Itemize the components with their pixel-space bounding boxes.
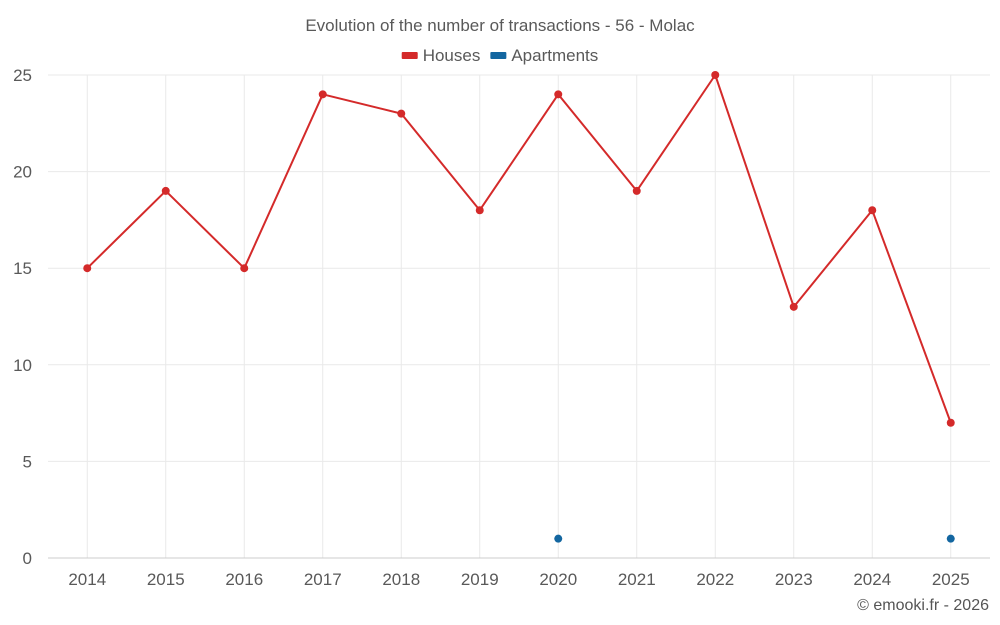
- series-houses: [83, 71, 955, 427]
- data-point-houses-2014[interactable]: [83, 264, 92, 273]
- data-point-houses-2016[interactable]: [240, 264, 249, 273]
- legend-label: Houses: [423, 46, 481, 65]
- y-tick-label: 0: [23, 549, 32, 568]
- legend-swatch: [490, 52, 507, 59]
- vertical-gridlines: [86, 75, 952, 558]
- x-tick-label: 2020: [539, 570, 577, 589]
- x-axis-ticks: 2014 2015 2016 2017 2018 2019 2020 2021 2022 2023…: [68, 570, 969, 589]
- data-point-houses-2023[interactable]: [789, 302, 798, 311]
- legend-item-houses[interactable]: Houses: [401, 46, 481, 65]
- y-axis-ticks: 0 5 10 15 20 25: [13, 66, 32, 568]
- x-tick-label: 2024: [853, 570, 891, 589]
- x-tick-label: 2022: [696, 570, 734, 589]
- horizontal-gridlines: [48, 74, 990, 462]
- x-tick-label: 2023: [775, 570, 813, 589]
- data-point-houses-2020[interactable]: [554, 90, 563, 99]
- x-tick-label: 2017: [304, 570, 342, 589]
- x-tick-label: 2025: [932, 570, 970, 589]
- legend-label: Apartments: [511, 46, 598, 65]
- data-point-houses-2019[interactable]: [475, 206, 484, 215]
- x-tick-label: 2019: [461, 570, 499, 589]
- y-tick-label: 15: [13, 259, 32, 278]
- data-point-houses-2021[interactable]: [632, 186, 641, 195]
- data-point-houses-2017[interactable]: [318, 90, 327, 99]
- x-tick-label: 2016: [225, 570, 263, 589]
- data-point-houses-2018[interactable]: [397, 109, 406, 118]
- data-point-houses-2022[interactable]: [711, 71, 720, 79]
- x-tick-label: 2015: [147, 570, 185, 589]
- x-tick-label: 2018: [382, 570, 420, 589]
- series-apartments: [554, 534, 955, 543]
- data-point-apartments-2025[interactable]: [946, 534, 955, 543]
- y-tick-label: 20: [13, 163, 32, 182]
- series-line-houses: [86, 74, 952, 424]
- x-tick-label: 2021: [618, 570, 656, 589]
- data-point-houses-2015[interactable]: [161, 186, 170, 195]
- legend: Houses Apartments: [401, 46, 598, 65]
- data-point-houses-2024[interactable]: [868, 206, 877, 215]
- chart-title: Evolution of the number of transactions …: [305, 16, 695, 35]
- credit-text: © emooki.fr - 2026: [857, 597, 989, 614]
- y-tick-label: 10: [13, 356, 32, 375]
- series-layer: [83, 71, 955, 543]
- legend-swatch: [401, 52, 418, 59]
- data-point-apartments-2020[interactable]: [554, 534, 563, 543]
- legend-item-apartments[interactable]: Apartments: [490, 46, 598, 65]
- y-tick-label: 5: [23, 452, 32, 471]
- y-tick-label: 25: [13, 66, 32, 85]
- data-point-houses-2025[interactable]: [946, 418, 955, 427]
- x-tick-label: 2014: [68, 570, 106, 589]
